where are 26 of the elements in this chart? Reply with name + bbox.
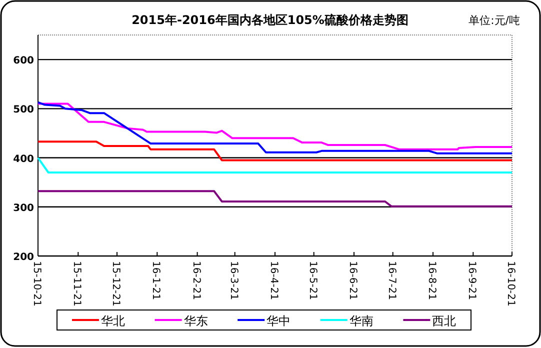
x-tick-label: 16-9-21	[466, 261, 478, 300]
x-tick-label: 16-3-21	[228, 261, 239, 300]
x-tick-label: 16-10-21	[505, 261, 516, 306]
y-tick-label: 200	[13, 252, 34, 263]
x-tick-label: 16-4-21	[268, 261, 279, 300]
y-tick-label: 300	[13, 202, 34, 214]
x-tick-label: 16-6-21	[347, 261, 358, 300]
line-series	[37, 140, 513, 162]
x-tick-label: 16-2-21	[190, 261, 202, 300]
chart-title: 2015年-2016年国内各地区105%硫酸价格走势图	[132, 13, 408, 27]
x-tick-label: 16-7-21	[386, 261, 397, 300]
legend-label: 西北	[432, 314, 456, 328]
x-tick-label: 16-5-21	[306, 261, 318, 300]
y-tick-label: 500	[13, 104, 34, 116]
legend-label: 华东	[184, 314, 208, 328]
text: 单位:元/吨	[468, 14, 520, 27]
x-tick-label: 15-12-21	[110, 261, 121, 306]
x-tick-label: 16-1-21	[150, 261, 162, 300]
y-tick-label: 600	[13, 56, 34, 67]
y-tick-label: 400	[13, 154, 34, 165]
x-tick-label: 15-10-21	[31, 261, 42, 306]
legend-label: 华北	[101, 314, 125, 328]
x-tick-label: 16-8-21	[426, 261, 437, 300]
legend-label: 华南	[349, 314, 374, 328]
legend-label: 华中	[266, 314, 291, 328]
x-tick-label: 15-11-21	[71, 261, 82, 306]
